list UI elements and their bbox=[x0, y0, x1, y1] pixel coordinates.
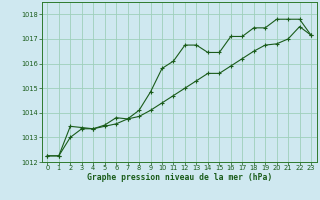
X-axis label: Graphe pression niveau de la mer (hPa): Graphe pression niveau de la mer (hPa) bbox=[87, 173, 272, 182]
